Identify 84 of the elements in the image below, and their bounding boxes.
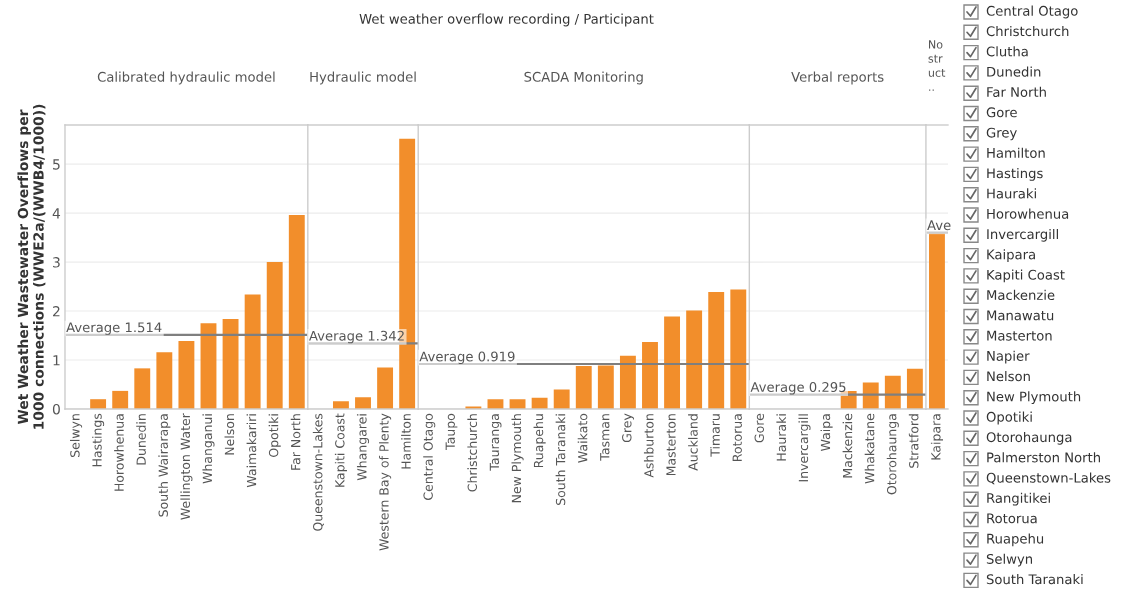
x-tick-label: Hamilton: [401, 414, 411, 469]
x-tick-label: Tasman: [600, 414, 610, 461]
x-tick-label: Hauraki: [776, 414, 787, 461]
x-tick-label: Nelson: [224, 414, 235, 455]
text: Gore: [986, 107, 1017, 118]
y-tick-label: 2: [53, 306, 60, 317]
chart-subtitle: SCADA Monitoring: [524, 71, 643, 85]
x-tick-label: Horowhenua: [114, 414, 124, 491]
text: Rangitikei: [987, 492, 1050, 506]
x-tick-label: Ashburton: [643, 414, 654, 478]
x-tick-label: Masterton: [666, 414, 676, 476]
x-tick-label: Timaru: [710, 414, 720, 457]
x-tick-label: Hastings: [92, 413, 105, 467]
chart-subtitle: No struct..: [928, 40, 946, 91]
text: Palmerston North: [987, 452, 1100, 463]
text: Nelson: [987, 371, 1030, 382]
x-tick-label: Dunedin: [136, 414, 146, 465]
x-tick-label: New Plymouth: [511, 414, 524, 503]
text: Horowhenua: [987, 208, 1069, 219]
x-tick-label: Gore: [754, 413, 764, 443]
ref-line-label: Ave: [927, 220, 951, 231]
text: Central Otago: [986, 5, 1078, 19]
text: Hastings: [987, 168, 1043, 181]
text: Napier: [987, 350, 1030, 364]
y-tick-label: 1: [53, 355, 60, 366]
ref-line-label: Average 0.919: [419, 351, 515, 364]
x-tick-label: Ruapehu: [533, 414, 546, 468]
x-tick-label: Rotorua: [732, 414, 742, 461]
y-tick-label: 3: [53, 257, 60, 268]
x-tick-label: Far North: [290, 414, 301, 470]
x-tick-label: South Wairarapa: [158, 414, 171, 517]
text: Far North: [987, 86, 1046, 98]
x-tick-label: Otorohaunga: [886, 414, 899, 495]
text: Christchurch: [986, 25, 1069, 37]
x-tick-label: Tauranga: [489, 414, 502, 471]
text: Manawatu: [987, 310, 1054, 321]
chart-subtitle: Calibrated hydraulic model: [97, 71, 275, 85]
ref-line-label: Average 0.295: [750, 382, 846, 395]
x-tick-label: Wellington Water: [180, 413, 193, 520]
text: Masterton: [987, 330, 1052, 341]
text: Selwyn: [986, 553, 1032, 567]
x-tick-label: Kapiti Coast: [334, 413, 347, 487]
text: Hamilton: [987, 147, 1045, 158]
y-tick-label: 0: [52, 403, 60, 415]
x-tick-label: South Taranaki: [555, 414, 566, 505]
x-tick-label: Mackenzie: [842, 413, 853, 478]
y-axis-title: Wet Weather Wastewater Overflows per 1000 connections (WWE2a/(WWB4/1000)): [17, 104, 46, 429]
text: Hauraki: [987, 188, 1036, 199]
x-tick-label: Auckland: [688, 414, 698, 471]
text: Mackenzie: [987, 289, 1055, 301]
x-tick-label: Central Otago: [423, 413, 436, 500]
x-tick-label: Opotiki: [268, 414, 281, 457]
y-tick-label: 4: [52, 208, 61, 219]
text: Dunedin: [987, 66, 1041, 77]
x-tick-label: Christchurch: [467, 414, 478, 492]
x-tick-label: Grey: [622, 413, 634, 443]
x-tick-label: Waimakariri: [246, 414, 257, 488]
x-tick-label: Queenstown-Lakes: [312, 413, 324, 531]
x-tick-label: Taupo: [445, 413, 458, 450]
x-tick-label: Kaipara: [930, 414, 944, 460]
y-tick-label: 5: [53, 159, 60, 170]
chart-subtitle: Verbal reports: [791, 71, 884, 85]
x-tick-label: Western Bay of Plenty: [379, 413, 392, 551]
text: Clutha: [986, 46, 1028, 57]
text: Kaipara: [987, 249, 1035, 262]
chart-subtitle: Hydraulic model: [310, 71, 416, 85]
ref-line-label: Average 1.514: [66, 322, 162, 335]
x-tick-label: Whanganui: [202, 414, 215, 484]
text: New Plymouth: [987, 391, 1081, 405]
x-tick-label: Invercargill: [798, 414, 811, 482]
ref-line-label: Average 1.342: [309, 330, 404, 344]
text: Grey: [986, 127, 1017, 141]
text: Invercargill: [987, 228, 1058, 242]
x-tick-label: Waipa: [820, 414, 833, 452]
x-tick-label: Selwyn: [69, 414, 83, 457]
x-tick-label: Whangarei: [356, 414, 370, 481]
chart-title: Wet weather overflow recording / Participant: [359, 13, 654, 27]
x-tick-label: Stratford: [908, 414, 919, 468]
text: Ruapehu: [987, 533, 1044, 547]
x-tick-label: Waikato: [577, 413, 588, 463]
x-tick-label: Whakatane: [864, 413, 875, 484]
text: South Taranaki: [986, 574, 1083, 585]
text: Rotorua: [987, 513, 1037, 524]
text: Kapiti Coast: [987, 269, 1065, 283]
